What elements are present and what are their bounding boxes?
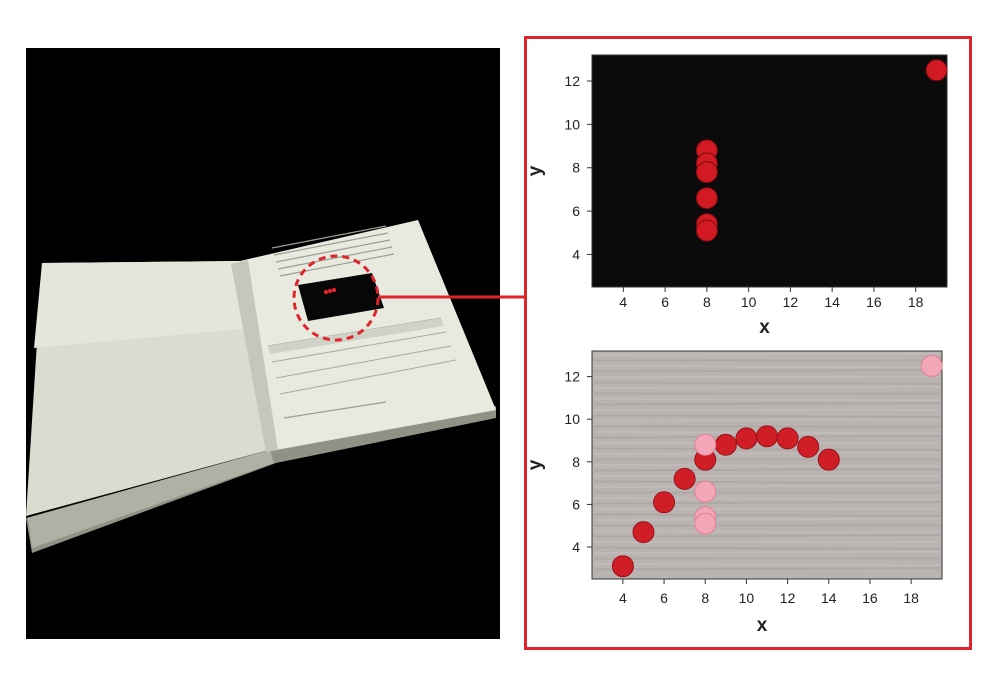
x-tick-label: 4 [619, 294, 627, 310]
scatter-chart-dark: 4 6 8 10 12 14 16 18 4 6 8 10 12 x y [527, 54, 948, 338]
y-tick-label: 10 [564, 411, 580, 427]
x-tick-label: 8 [703, 294, 711, 310]
x-tick-label: 16 [862, 590, 878, 606]
x-tick-label: 12 [783, 294, 799, 310]
data-point [653, 491, 676, 514]
x-tick-label: 18 [908, 294, 924, 310]
texture-line [593, 369, 941, 373]
texture-line [593, 567, 941, 571]
y-axis-label: y [527, 459, 546, 470]
x-tick-label: 4 [619, 590, 627, 606]
y-tick-label: 4 [572, 539, 580, 555]
plot-area [591, 54, 948, 288]
y-tick-label: 12 [564, 369, 580, 385]
scatter-chart-light: 4 6 8 10 12 14 16 18 4 6 8 10 12 x y [527, 350, 943, 636]
texture-line [593, 517, 941, 521]
x-tick-label: 12 [780, 590, 796, 606]
x-tick-label: 18 [903, 590, 919, 606]
y-tick-label: 10 [564, 116, 580, 132]
texture-line [593, 352, 941, 356]
data-point [695, 187, 718, 210]
book-illustration [26, 220, 496, 553]
inset-frame: 4 6 8 10 12 14 16 18 4 6 8 10 12 x y 4 6 8 10 12 14 16 18 4 6 8 1… [524, 36, 972, 650]
y-tick-label: 6 [572, 496, 580, 512]
texture-line [593, 468, 941, 472]
data-point [920, 354, 943, 377]
x-tick-label: 16 [866, 294, 882, 310]
texture-line [593, 501, 941, 505]
data-point [673, 467, 696, 490]
data-point [611, 555, 634, 578]
x-axis-label: x [759, 317, 770, 338]
texture-line [593, 480, 941, 484]
data-point [632, 521, 655, 544]
y-tick-label: 4 [572, 246, 580, 262]
y-tick-label: 8 [572, 454, 580, 470]
x-tick-label: 8 [701, 590, 709, 606]
data-point [695, 161, 718, 184]
data-point [925, 59, 948, 82]
texture-line [593, 550, 941, 554]
x-tick-label: 10 [739, 590, 755, 606]
texture-line [593, 398, 941, 402]
data-point [694, 433, 717, 456]
book-photo [26, 48, 500, 639]
texture-line [593, 385, 941, 389]
data-point [817, 448, 840, 471]
data-point [694, 512, 717, 535]
data-point [694, 480, 717, 503]
texture-line [593, 563, 941, 567]
texture-line [593, 447, 941, 451]
texture-line [593, 402, 941, 406]
y-tick-label: 8 [572, 160, 580, 176]
texture-line [593, 451, 941, 455]
data-point [735, 427, 758, 450]
x-tick-label: 10 [741, 294, 757, 310]
texture-line [593, 464, 941, 468]
data-point [776, 427, 799, 450]
x-axis-label: x [757, 615, 768, 636]
x-tick-label: 6 [661, 294, 669, 310]
y-axis-label: y [527, 165, 546, 176]
texture-line [593, 418, 941, 422]
data-point [714, 433, 737, 456]
texture-line [593, 414, 941, 418]
x-tick-label: 14 [821, 590, 837, 606]
texture-line [593, 484, 941, 488]
y-tick-label: 6 [572, 203, 580, 219]
x-tick-label: 6 [660, 590, 668, 606]
texture-line [593, 365, 941, 369]
data-point [797, 435, 820, 458]
texture-line [593, 546, 941, 550]
texture-line [593, 381, 941, 385]
y-tick-label: 12 [564, 73, 580, 89]
x-tick-label: 14 [824, 294, 840, 310]
data-point [695, 219, 718, 242]
texture-line [593, 513, 941, 517]
texture-line [593, 497, 941, 501]
data-point [756, 425, 778, 448]
